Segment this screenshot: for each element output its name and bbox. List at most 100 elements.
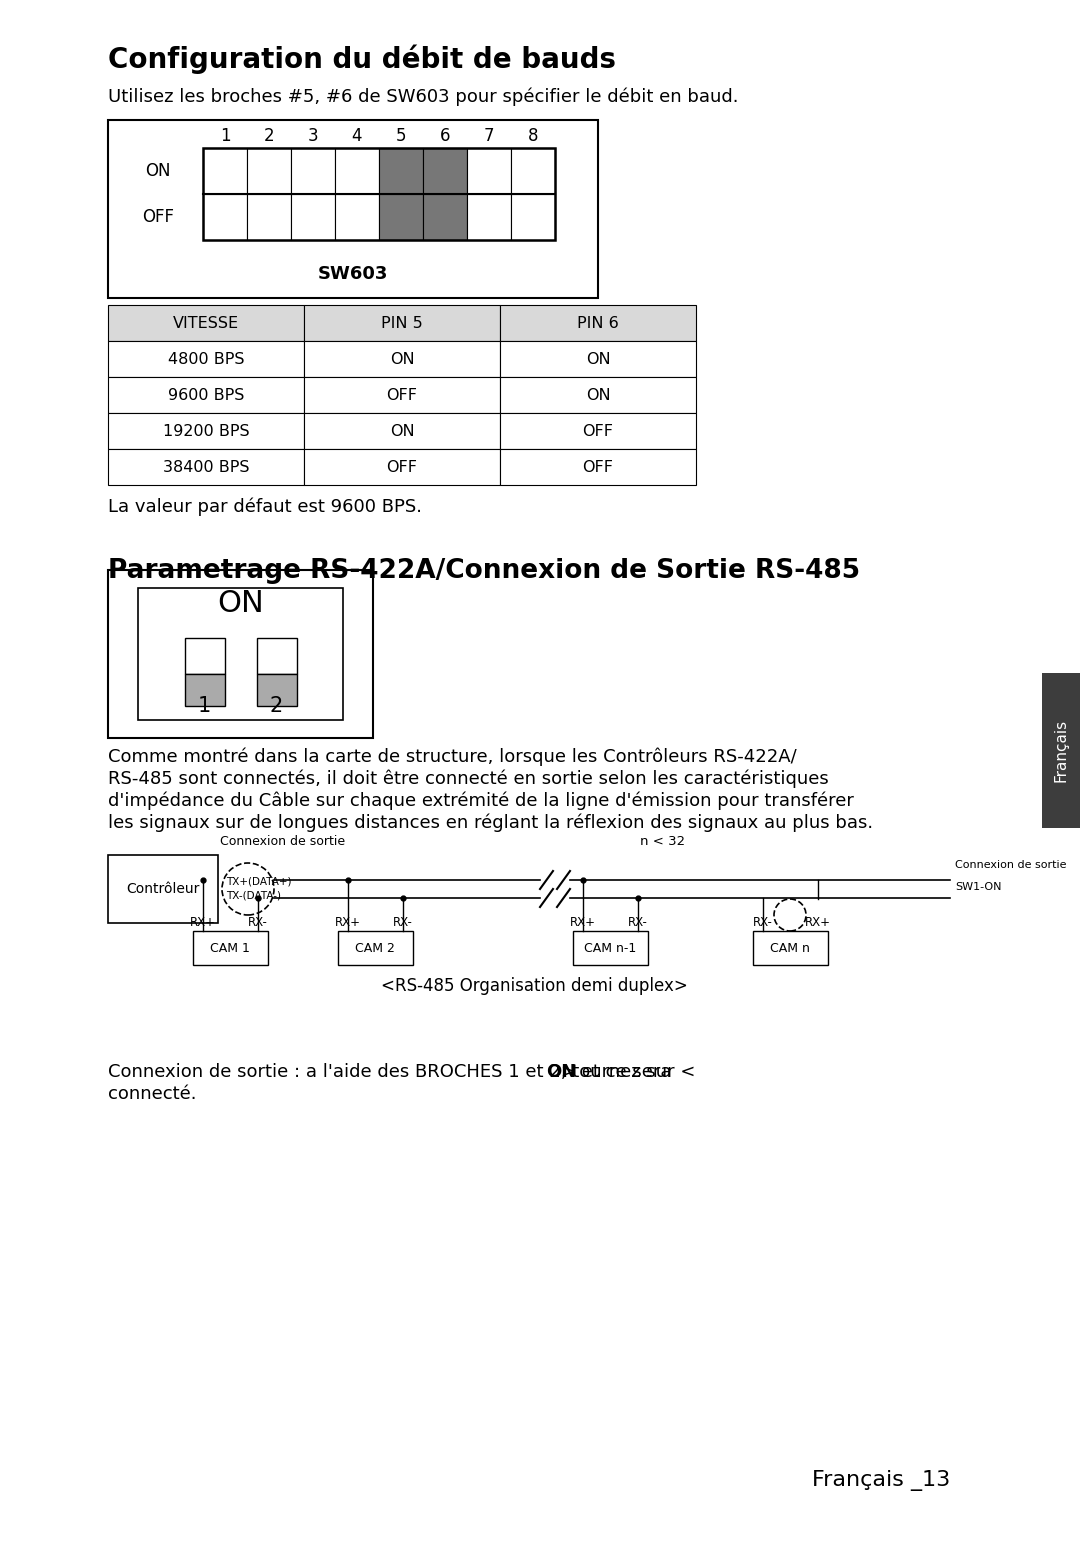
Bar	[192, 930, 268, 964]
Bar	[203, 148, 555, 241]
Bar	[247, 148, 291, 194]
Text: CAM n: CAM n	[770, 941, 810, 955]
Text: TX-(DATA-): TX-(DATA-)	[226, 890, 281, 901]
Text: 4: 4	[352, 127, 362, 145]
Text: 3: 3	[308, 127, 319, 145]
Text: Comme montré dans la carte de structure, lorsque les Contrôleurs RS-422A/: Comme montré dans la carte de structure,…	[108, 747, 797, 765]
Bar	[500, 414, 696, 449]
Text: Connexion de sortie: Connexion de sortie	[955, 859, 1067, 870]
Text: RX+: RX+	[805, 917, 831, 929]
Text: OFF: OFF	[387, 460, 418, 475]
Text: 8: 8	[528, 127, 538, 145]
Text: VITESSE: VITESSE	[173, 315, 239, 330]
Text: 38400 BPS: 38400 BPS	[163, 460, 249, 475]
Bar	[511, 148, 555, 194]
Text: La valeur par défaut est 9600 BPS.: La valeur par défaut est 9600 BPS.	[108, 498, 422, 517]
Text: Utilisez les broches #5, #6 de SW603 pour spécifier le débit en baud.: Utilisez les broches #5, #6 de SW603 pou…	[108, 88, 739, 106]
Bar	[335, 148, 379, 194]
Text: connecté.: connecté.	[108, 1085, 197, 1103]
Text: OFF: OFF	[582, 460, 613, 475]
Text: OFF: OFF	[387, 387, 418, 403]
Bar	[291, 148, 335, 194]
Text: > et ce sera: > et ce sera	[561, 1063, 672, 1082]
Bar	[303, 341, 500, 376]
Text: 5: 5	[395, 127, 406, 145]
Text: OFF: OFF	[141, 208, 174, 225]
Bar	[500, 341, 696, 376]
Text: RX-: RX-	[392, 917, 413, 929]
Text: d'impédance du Câble sur chaque extrémité de la ligne d'émission pour transférer: d'impédance du Câble sur chaque extrémit…	[108, 792, 854, 810]
Bar	[500, 376, 696, 414]
Bar	[303, 306, 500, 341]
Text: 9600 BPS: 9600 BPS	[167, 387, 244, 403]
Text: RX-: RX-	[627, 917, 647, 929]
Text: <RS-485 Organisation demi duplex>: <RS-485 Organisation demi duplex>	[380, 977, 688, 995]
Bar	[572, 930, 648, 964]
Bar	[753, 930, 827, 964]
Text: OFF: OFF	[582, 423, 613, 438]
Text: 4800 BPS: 4800 BPS	[167, 352, 244, 367]
Text: ON: ON	[585, 387, 610, 403]
Text: Contrôleur: Contrôleur	[126, 883, 200, 896]
Bar	[337, 930, 413, 964]
Bar	[500, 449, 696, 485]
Text: ON: ON	[390, 423, 415, 438]
Text: SW603: SW603	[318, 265, 388, 282]
Bar	[1042, 673, 1080, 829]
Bar	[108, 449, 303, 485]
Text: 19200 BPS: 19200 BPS	[163, 423, 249, 438]
Text: RX+: RX+	[335, 917, 361, 929]
Text: CAM 1: CAM 1	[211, 941, 249, 955]
Bar	[303, 376, 500, 414]
Text: RX+: RX+	[189, 917, 216, 929]
Bar	[379, 194, 423, 241]
Text: Configuration du débit de bauds: Configuration du débit de bauds	[108, 45, 616, 74]
Text: 7: 7	[484, 127, 495, 145]
Bar	[291, 194, 335, 241]
Bar	[108, 855, 218, 923]
Bar	[185, 637, 225, 674]
Text: 6: 6	[440, 127, 450, 145]
Text: PIN 6: PIN 6	[577, 315, 619, 330]
Text: n < 32: n < 32	[640, 835, 685, 849]
Bar	[108, 376, 303, 414]
Text: ON: ON	[145, 162, 171, 181]
Bar	[303, 414, 500, 449]
Bar	[423, 148, 467, 194]
Text: RX+: RX+	[569, 917, 595, 929]
Text: Français: Français	[1053, 719, 1068, 782]
Text: 2: 2	[264, 127, 274, 145]
Bar	[257, 637, 297, 674]
Text: Français _13: Français _13	[812, 1470, 950, 1491]
Text: 1: 1	[219, 127, 230, 145]
Bar	[511, 194, 555, 241]
Text: TX+(DATA+): TX+(DATA+)	[226, 876, 292, 887]
Text: CAM 2: CAM 2	[355, 941, 395, 955]
Text: RX-: RX-	[247, 917, 268, 929]
Text: ON: ON	[217, 589, 264, 619]
Bar	[185, 674, 225, 707]
Text: SW1-ON: SW1-ON	[955, 883, 1001, 892]
Bar	[138, 588, 343, 721]
Text: 1: 1	[198, 696, 211, 716]
Bar	[108, 569, 373, 738]
Text: les signaux sur de longues distances en réglant la réflexion des signaux au plus: les signaux sur de longues distances en …	[108, 813, 873, 832]
Bar	[108, 341, 303, 376]
Bar	[303, 449, 500, 485]
Bar	[108, 120, 598, 298]
Bar	[203, 148, 247, 194]
Bar	[467, 148, 511, 194]
Text: Parametrage RS-422A/Connexion de Sortie RS-485: Parametrage RS-422A/Connexion de Sortie …	[108, 559, 860, 583]
Bar	[423, 194, 467, 241]
Bar	[379, 148, 423, 194]
Bar	[467, 194, 511, 241]
Bar	[247, 194, 291, 241]
Text: 2: 2	[270, 696, 283, 716]
Text: ON: ON	[585, 352, 610, 367]
Text: Connexion de sortie : a l'aide des BROCHES 1 et 2, tournez sur <: Connexion de sortie : a l'aide des BROCH…	[108, 1063, 696, 1082]
Bar	[335, 194, 379, 241]
Text: RS-485 sont connectés, il doit être connecté en sortie selon les caractéristique: RS-485 sont connectés, il doit être conn…	[108, 768, 828, 787]
Text: Connexion de sortie: Connexion de sortie	[220, 835, 346, 849]
Text: RX-: RX-	[753, 917, 772, 929]
Text: ON: ON	[390, 352, 415, 367]
